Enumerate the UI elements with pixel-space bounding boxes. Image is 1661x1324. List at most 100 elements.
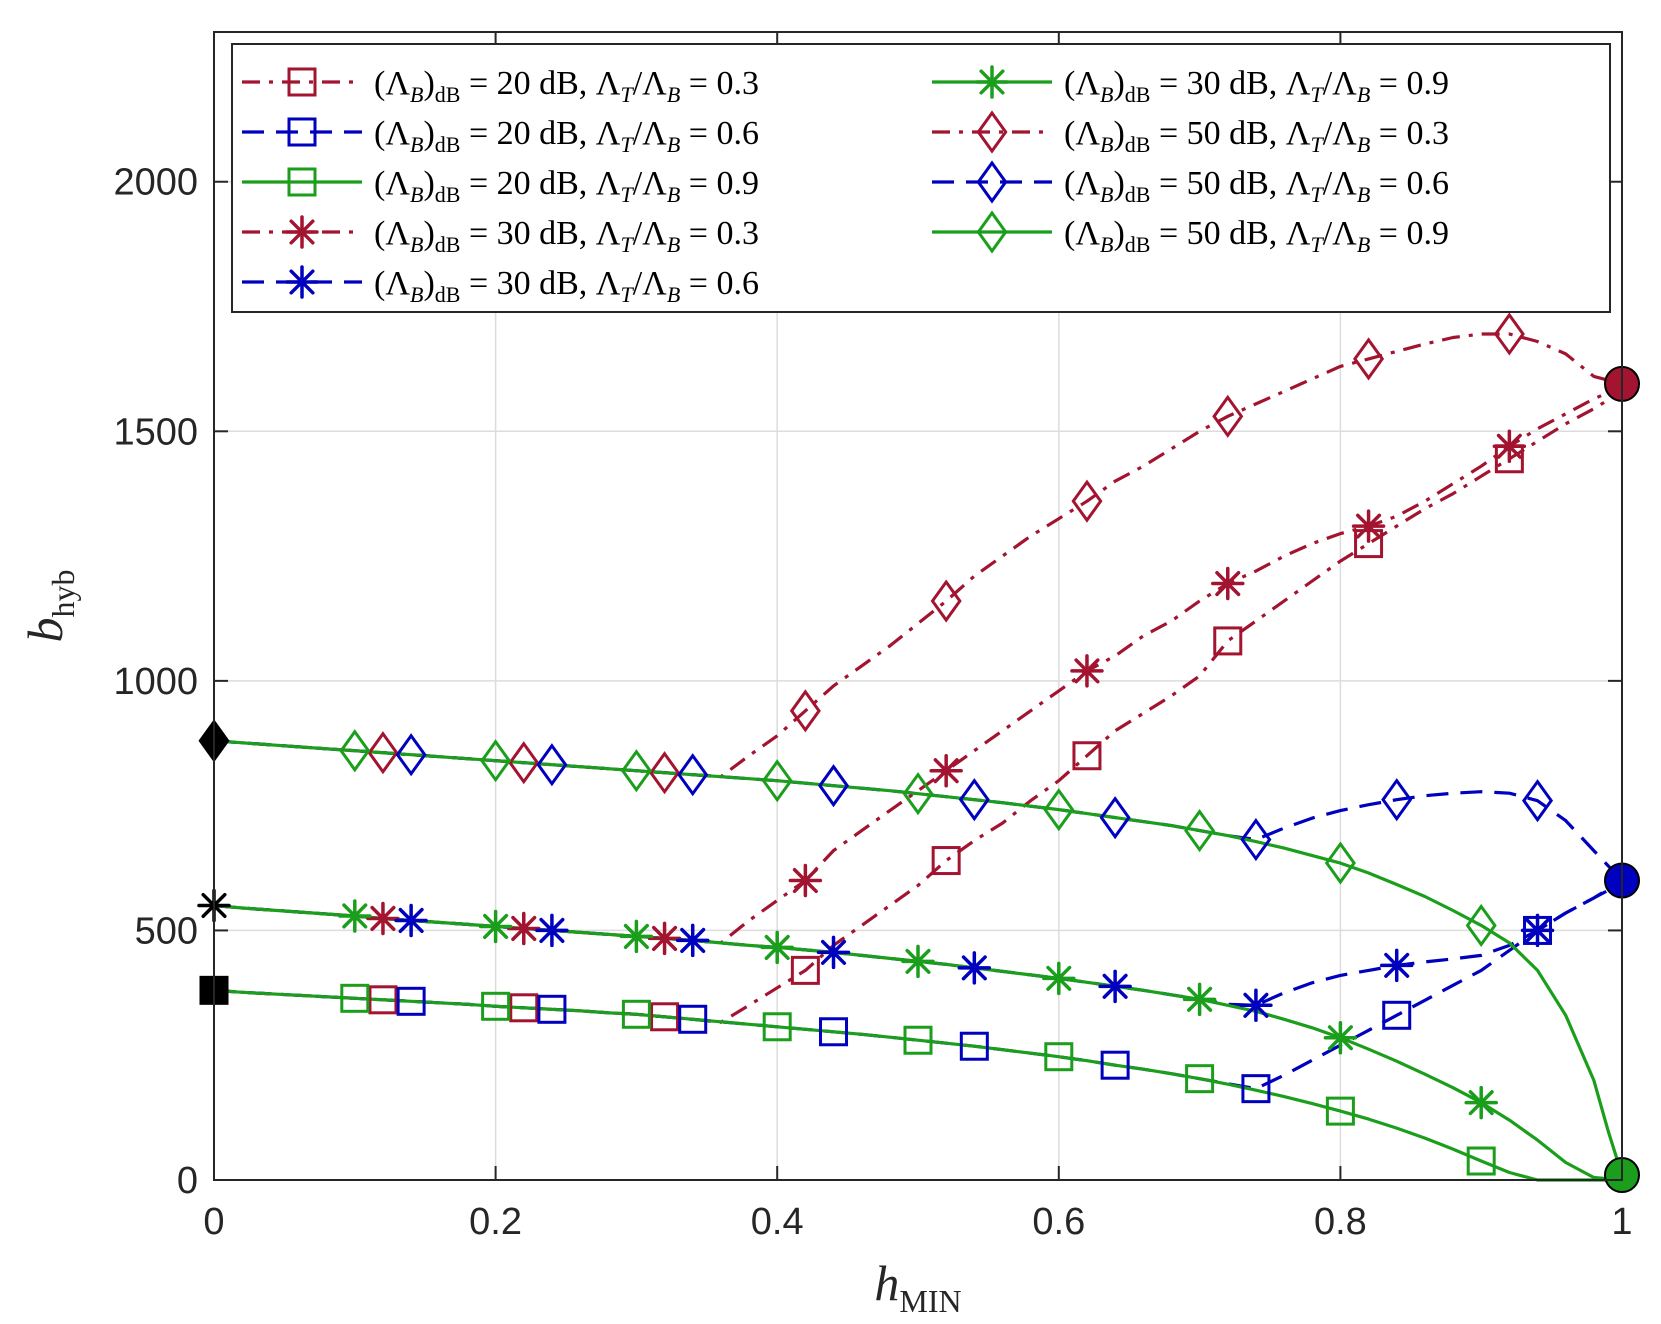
- series-line-5: [213, 879, 1623, 1007]
- legend-text-part: dB: [1125, 182, 1151, 207]
- series-7-marker: [649, 751, 681, 795]
- y-axis-label: bhyb: [17, 570, 81, 643]
- series-2-marker: [959, 1031, 989, 1061]
- legend-text-part: T: [620, 182, 634, 207]
- legend-text-part: B: [1357, 132, 1370, 157]
- legend-text-part: = 50 dB, Λ: [1150, 115, 1310, 152]
- legend-text-part: = 0.3: [680, 215, 759, 252]
- legend-text-part: (Λ: [374, 65, 410, 102]
- legend-text-part: T: [1310, 232, 1324, 257]
- legend-text-part: B: [1357, 232, 1370, 257]
- legend-text-part: B: [667, 182, 680, 207]
- legend-text-part: = 20 dB, Λ: [460, 115, 620, 152]
- legend-text-part: dB: [1125, 132, 1151, 157]
- series-1-marker: [1072, 741, 1102, 771]
- series-9-marker: [902, 772, 934, 816]
- series-3-marker: [762, 1012, 792, 1042]
- series-7-marker: [1212, 394, 1244, 438]
- series-2-marker: [819, 1017, 849, 1047]
- series-1-marker: [1213, 626, 1243, 656]
- legend-text-part: B: [410, 182, 423, 207]
- x-tick-label: 0: [203, 1201, 224, 1243]
- legend-text-part: /Λ: [1323, 165, 1357, 202]
- series-2-marker: [1100, 1050, 1130, 1080]
- legend-text-part: = 50 dB, Λ: [1150, 165, 1310, 202]
- series-6-marker: [901, 944, 935, 979]
- legend-text-part: /Λ: [633, 265, 667, 302]
- series-6-marker: [1042, 961, 1076, 996]
- legend-text-part: dB: [435, 232, 461, 257]
- series-6-marker: [619, 919, 654, 954]
- legend-item-2: (ΛB)dB = 20 dB, ΛT/ΛB = 0.6: [374, 115, 759, 157]
- series-6-marker: [1464, 1085, 1498, 1120]
- x-tick-label: 0.4: [751, 1201, 804, 1243]
- x-axis-label-base: h: [874, 1255, 899, 1311]
- legend-text-part: T: [1310, 132, 1324, 157]
- series-6-marker: [1323, 1021, 1358, 1055]
- series-9-marker: [1324, 841, 1356, 885]
- legend-text-part: (Λ: [374, 115, 410, 152]
- series-9-marker: [1184, 809, 1216, 853]
- legend-marker: [976, 210, 1008, 254]
- legend-text-part: B: [410, 82, 423, 107]
- series-3-marker: [1185, 1064, 1215, 1094]
- series-9-marker: [761, 759, 793, 803]
- series-5-marker: [1098, 969, 1132, 1004]
- series-7-marker: [930, 579, 962, 623]
- legend-text-part: (Λ: [374, 265, 410, 302]
- legend-text-part: = 30 dB, Λ: [460, 215, 620, 252]
- series-4-marker: [788, 863, 823, 898]
- legend-text-part: ): [423, 215, 434, 252]
- legend-text-part: T: [620, 132, 634, 157]
- series-4-marker: [366, 901, 400, 936]
- legend: (ΛB)dB = 20 dB, ΛT/ΛB = 0.3(ΛB)dB = 20 d…: [231, 43, 1611, 313]
- legend-text-part: dB: [1125, 82, 1151, 107]
- series-7-marker: [1353, 337, 1385, 381]
- legend-text-part: dB: [435, 132, 461, 157]
- legend-text-part: T: [620, 232, 634, 257]
- series-8-marker: [1381, 778, 1413, 822]
- legend-text-part: B: [1357, 182, 1370, 207]
- series-5-marker: [1520, 913, 1555, 948]
- series-line-2: [213, 881, 1623, 1091]
- y-tick-label: 1000: [113, 661, 198, 703]
- series-9-marker: [620, 749, 652, 793]
- series-6-marker: [1182, 982, 1217, 1017]
- series-7-marker: [789, 689, 821, 733]
- series-2-marker: [1241, 1074, 1271, 1104]
- y-axis-label-base: b: [17, 618, 73, 643]
- axes-layer: 0 0.2 0.4 0.6 0.8 1 0 500 1000 1500 2000 hMIN bhyb: [17, 31, 1633, 1319]
- endpoint-markers: [197, 365, 1640, 1194]
- legend-text-part: B: [410, 232, 423, 257]
- series-line-7: [213, 332, 1623, 779]
- series-5-marker: [957, 951, 992, 985]
- marker-layer: [338, 312, 1555, 1176]
- series-1-marker: [368, 985, 398, 1015]
- series-3-marker: [481, 991, 511, 1021]
- legend-text-part: ): [1113, 215, 1124, 252]
- legend-text-part: B: [410, 282, 423, 307]
- series-9-marker: [480, 739, 512, 783]
- series-8-marker: [958, 778, 990, 822]
- series-2-marker: [537, 994, 567, 1024]
- series-5-marker: [394, 903, 428, 938]
- legend-item-3: (ΛB)dB = 20 dB, ΛT/ΛB = 0.9: [374, 165, 759, 207]
- legend-text-part: T: [1310, 82, 1324, 107]
- series-5-marker: [1239, 988, 1273, 1023]
- y-tick-label: 500: [135, 910, 198, 952]
- legend-text-part: dB: [1125, 232, 1151, 257]
- series-2-marker: [1382, 1000, 1412, 1030]
- legend-text-part: T: [620, 282, 634, 307]
- legend-text-part: B: [667, 132, 680, 157]
- legend-text-part: T: [620, 82, 634, 107]
- series-9-marker: [1043, 788, 1075, 832]
- y-tick-label: 2000: [113, 162, 198, 204]
- legend-text-part: (Λ: [1064, 65, 1100, 102]
- legend-text-part: B: [1100, 132, 1113, 157]
- legend-text-part: = 0.9: [1370, 65, 1449, 102]
- legend-text-part: ): [1113, 65, 1124, 102]
- series-5-marker: [675, 923, 710, 958]
- series-4-marker: [1351, 509, 1386, 543]
- series-9-marker: [339, 729, 371, 773]
